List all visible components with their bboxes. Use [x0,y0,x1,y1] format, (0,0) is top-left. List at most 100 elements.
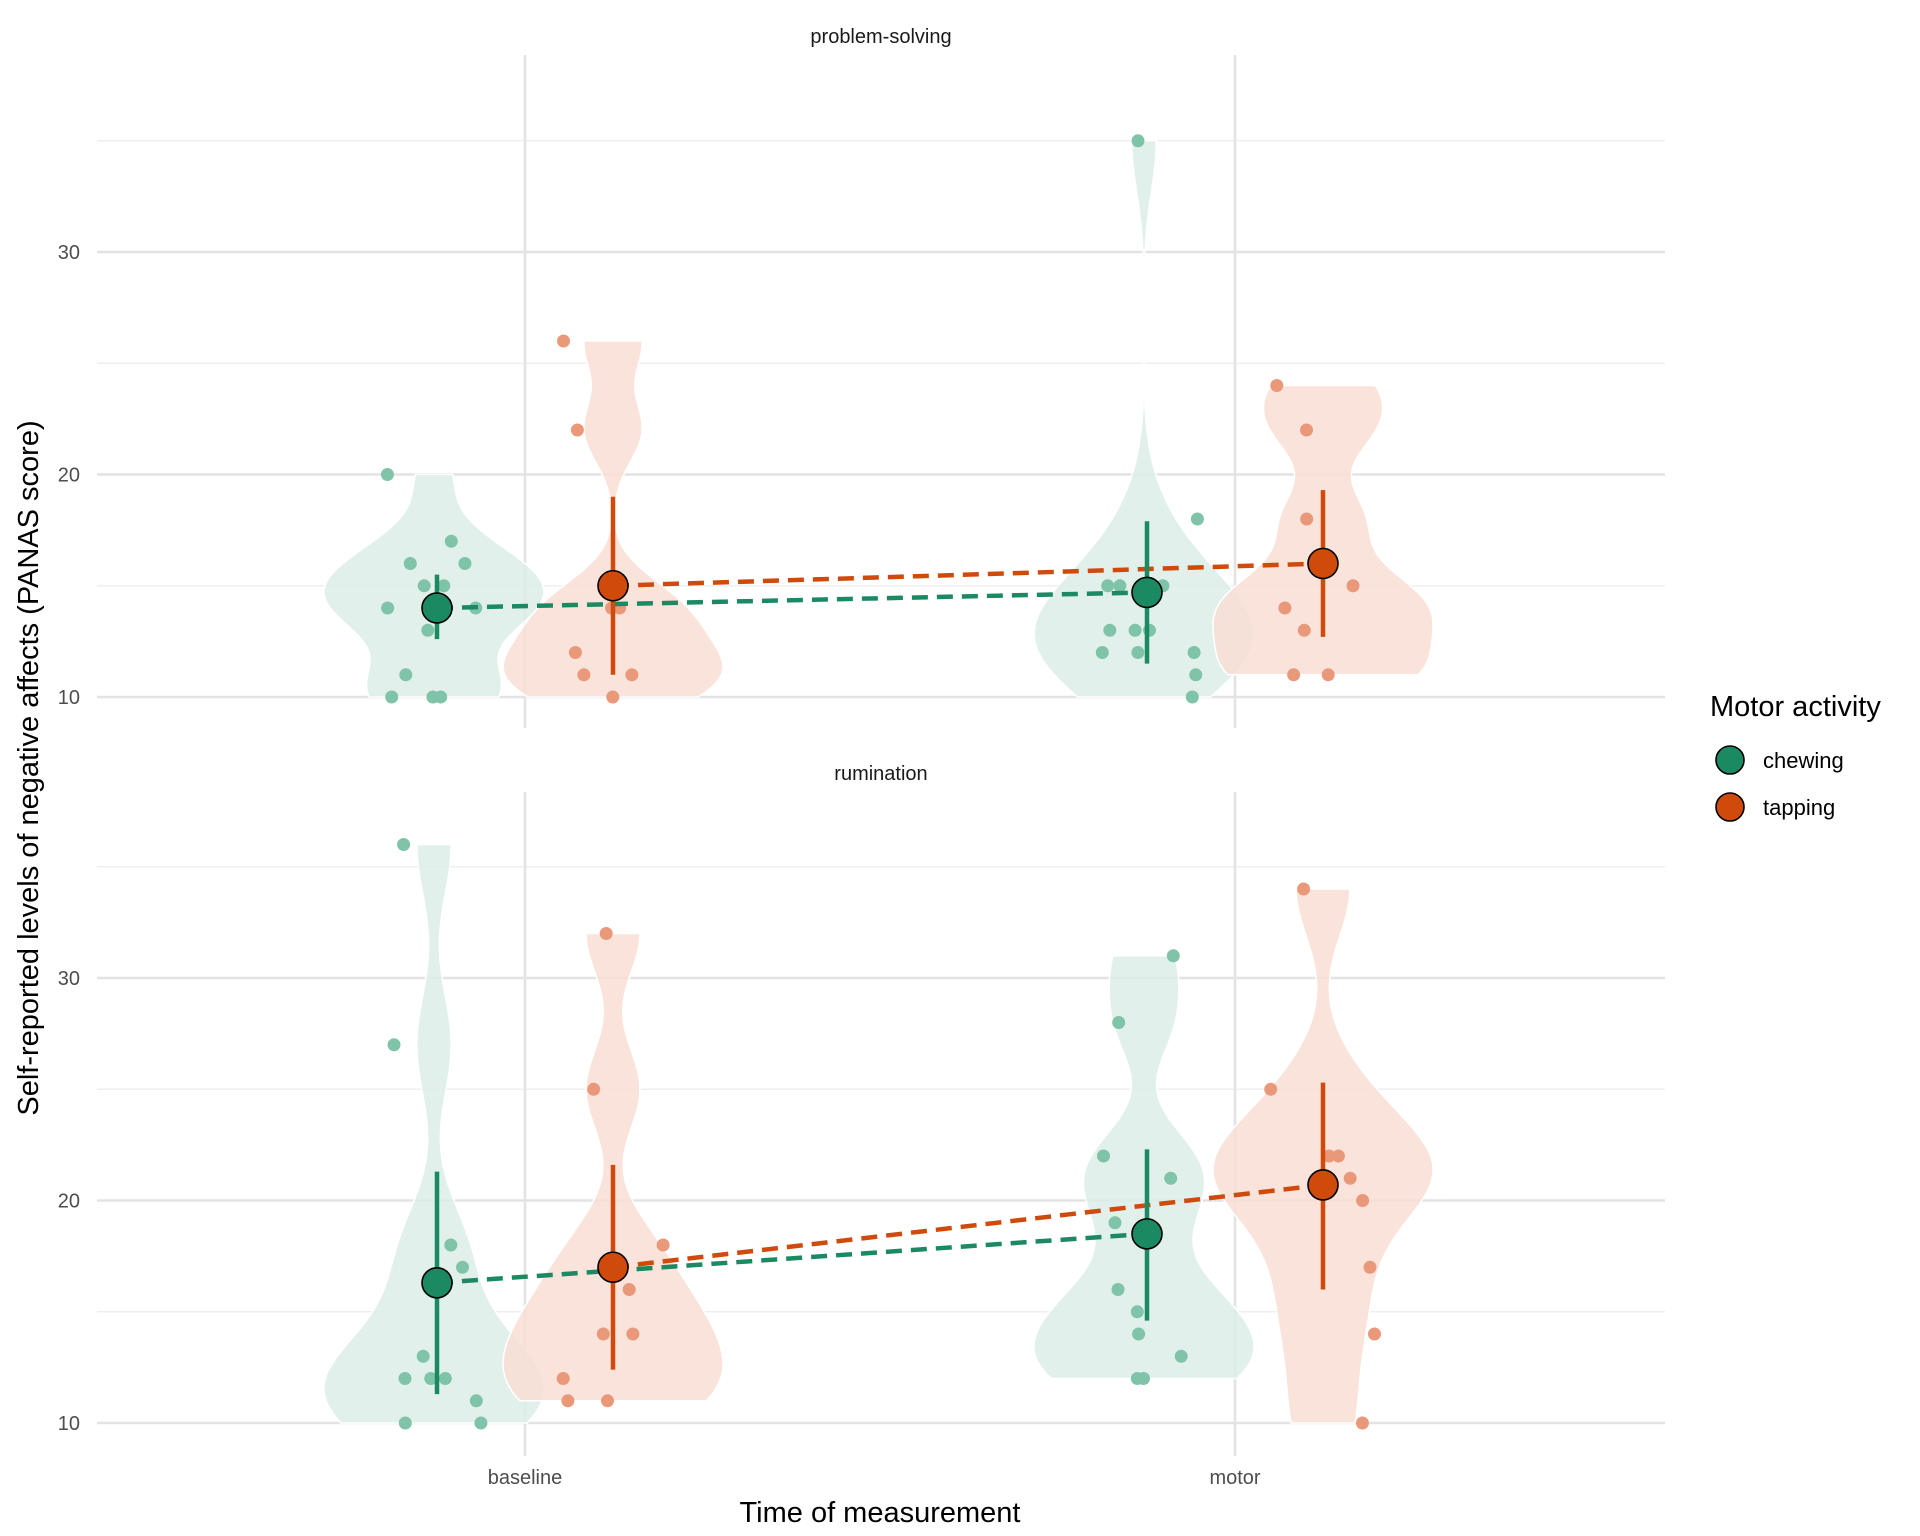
grid-rumination [97,792,1665,1456]
data-point-chewing [421,623,435,637]
legend-label-chewing: chewing [1763,748,1844,773]
data-point-tapping [626,1327,640,1341]
mean-point-baseline-chewing [421,1267,453,1299]
data-point-chewing [1103,623,1117,637]
facet-title-problem-solving: problem-solving [810,26,951,48]
data-point-tapping [1322,1149,1336,1163]
data-point-tapping [656,1238,670,1252]
x-tick-label-baseline: baseline [488,1467,563,1489]
data-point-chewing [437,579,451,593]
x-axis-title: Time of measurement [740,1497,1021,1529]
marks-problem-solving [323,134,1434,704]
marks-rumination [323,838,1434,1430]
data-point-chewing [1130,1372,1144,1385]
data-point-chewing [1187,646,1201,659]
data-point-chewing [385,690,399,704]
mean-trend-line-tapping [612,561,1324,588]
data-point-chewing [399,668,413,682]
data-point-chewing [1130,1305,1144,1319]
data-point-tapping [1278,601,1292,615]
data-point-tapping [625,668,639,682]
y-tick-label: 20 [58,1191,80,1213]
data-point-tapping [1321,668,1335,682]
data-point-tapping [606,690,620,704]
data-point-chewing [416,1349,430,1363]
mean-point-baseline-tapping [597,569,629,602]
violin-motor-chewing [1033,955,1255,1380]
data-point-tapping [1346,579,1360,593]
data-point-tapping [577,668,591,682]
data-point-tapping [556,1372,570,1385]
data-point-tapping [622,1283,636,1296]
data-point-tapping [1363,1260,1377,1274]
mean-point-motor-tapping [1307,1169,1339,1201]
data-point-tapping [1264,1082,1278,1096]
mean-trend-line-chewing [436,590,1148,611]
data-point-chewing [381,601,395,615]
data-point-tapping [587,1082,601,1096]
data-point-tapping [1270,379,1284,392]
x-tick-labels: baseline motor [488,1467,1261,1489]
data-point-tapping [1300,512,1314,526]
violin-baseline-chewing [323,473,545,698]
data-point-chewing [438,1372,452,1385]
data-point-chewing [380,468,394,481]
mean-trend-line-tapping [612,1182,1324,1270]
data-point-chewing [1131,134,1145,148]
y-tick-label: 10 [58,687,80,709]
mean-trend-line-chewing [436,1231,1148,1286]
data-point-chewing [444,1238,458,1252]
data-point-tapping [570,423,584,437]
data-point-tapping [599,927,613,940]
data-point-tapping [1297,623,1311,637]
mean-point-baseline-chewing [421,592,453,624]
data-point-tapping [561,1394,575,1408]
data-point-chewing [424,1372,438,1385]
data-point-tapping [1356,1194,1370,1207]
data-point-tapping [1331,1149,1345,1163]
data-point-tapping [557,334,570,348]
y-tick-label: 30 [58,968,80,990]
y-tick-label: 20 [58,465,80,487]
legend: Motor activity chewing tapping [1710,691,1881,822]
data-point-chewing [1095,646,1109,659]
data-point-tapping [1300,423,1313,437]
data-point-tapping [1355,1416,1369,1430]
data-point-tapping [1297,882,1311,896]
data-point-chewing [1174,1349,1188,1363]
violin-baseline-chewing [323,843,545,1424]
y-tick-label: 10 [58,1413,80,1435]
y-tick-label: 30 [58,242,80,264]
data-point-chewing [1185,690,1199,704]
legend-label-tapping: tapping [1763,795,1835,820]
data-point-chewing [458,557,472,570]
y-tick-labels-rumination: 10 20 30 [58,968,80,1435]
data-point-tapping [1368,1327,1381,1341]
legend-key-tapping [1715,792,1745,822]
data-point-chewing [1101,579,1115,593]
data-point-chewing [1112,1016,1126,1029]
legend-title: Motor activity [1710,691,1881,723]
data-point-tapping [568,646,582,659]
data-point-chewing [1097,1149,1110,1163]
data-point-chewing [1164,1171,1178,1185]
mean-point-motor-tapping [1307,547,1339,580]
data-point-chewing [1108,1216,1122,1230]
data-point-chewing [456,1260,469,1274]
data-point-chewing [398,1416,412,1430]
data-point-chewing [1190,512,1204,526]
data-point-tapping [1287,668,1301,682]
data-point-chewing [1113,579,1127,593]
mean-point-motor-chewing [1131,576,1163,609]
facet-title-rumination: rumination [834,763,927,785]
y-axis-title: Self-reported levels of negative affects… [13,420,45,1115]
data-point-chewing [1132,1327,1146,1341]
data-point-chewing [403,557,417,570]
mean-point-baseline-tapping [597,1251,629,1284]
legend-key-chewing [1715,745,1745,775]
x-tick-label-motor: motor [1209,1467,1260,1489]
data-point-chewing [417,579,431,593]
panel-rumination: 10 20 30 rumination [58,763,1665,1456]
data-point-chewing [1166,949,1180,963]
